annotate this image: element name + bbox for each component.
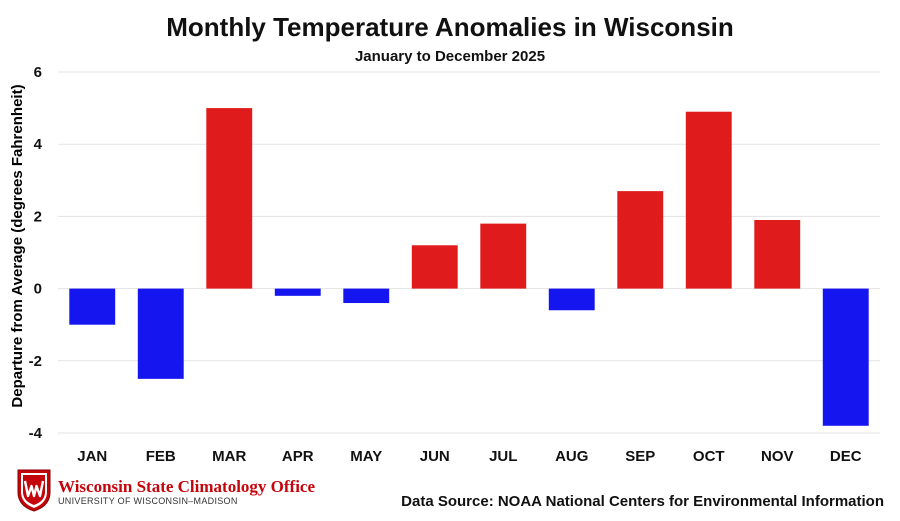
organization-subtitle: UNIVERSITY OF WISCONSIN–MADISON <box>58 496 238 506</box>
bar-jan <box>69 288 116 325</box>
chart-title: Monthly Temperature Anomalies in Wiscons… <box>166 12 734 42</box>
bar-aug <box>548 288 595 311</box>
x-tick-label: FEB <box>146 448 176 465</box>
x-tick-label: OCT <box>693 448 725 465</box>
x-tick-label: JUN <box>420 448 450 465</box>
x-tick-label: APR <box>282 448 314 465</box>
bars <box>69 108 869 426</box>
x-tick-label: AUG <box>555 448 588 465</box>
bar-oct <box>685 111 732 289</box>
grid-lines <box>58 71 880 434</box>
bar-sep <box>617 191 664 289</box>
y-tick-label: -2 <box>29 353 42 370</box>
x-tick-label: MAY <box>350 448 382 465</box>
y-tick-label: 0 <box>34 281 42 298</box>
y-axis-ticks: -4 -2 0 2 4 6 <box>29 64 43 442</box>
x-axis-ticks: JAN FEB MAR APR MAY JUN JUL AUG SEP OCT NOV DEC <box>77 448 862 465</box>
uw-crest-logo <box>17 469 51 512</box>
bar-may <box>343 288 390 304</box>
y-axis-label: Departure from Average (degrees Fahrenhe… <box>9 84 26 407</box>
x-tick-label: JAN <box>77 448 107 465</box>
x-tick-label: NOV <box>761 448 794 465</box>
chart-subtitle: January to December 2025 <box>354 48 546 65</box>
bar-nov <box>754 220 801 289</box>
bar-dec <box>822 288 869 426</box>
bar-chart: -4 -2 0 2 4 6 JAN FEB MAR APR MAY JUN JUL AUG SEP OCT N… <box>9 64 880 465</box>
x-tick-label: SEP <box>625 448 655 465</box>
x-tick-label: DEC <box>830 448 862 465</box>
organization-block: Wisconsin State Climatology Office UNIVE… <box>58 478 315 507</box>
bar-mar <box>206 108 253 289</box>
bar-feb <box>137 288 184 379</box>
y-tick-label: -4 <box>29 425 43 442</box>
y-tick-label: 6 <box>34 64 42 81</box>
y-tick-label: 2 <box>34 208 42 225</box>
bar-apr <box>274 288 321 296</box>
y-tick-label: 4 <box>34 136 43 153</box>
bar-jul <box>480 223 527 289</box>
data-source: Data Source: NOAA National Centers for E… <box>401 493 884 510</box>
organization-name: Wisconsin State Climatology Office <box>58 477 316 496</box>
x-tick-label: JUL <box>489 448 517 465</box>
bar-jun <box>411 245 458 289</box>
x-tick-label: MAR <box>212 448 246 465</box>
